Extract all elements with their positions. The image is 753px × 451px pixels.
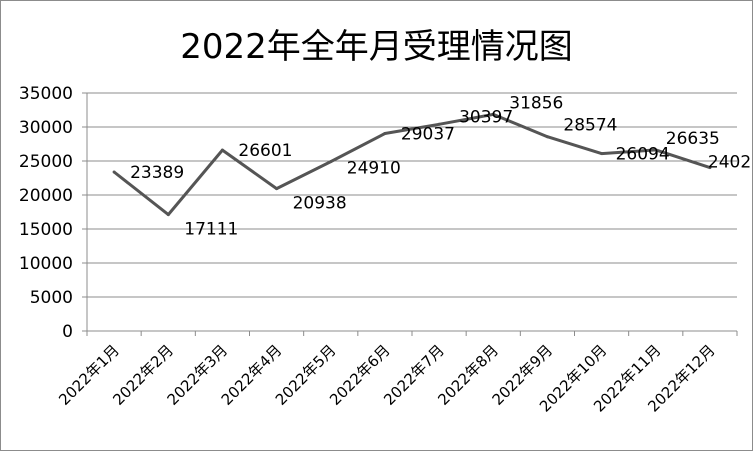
data-label: 23389 (130, 163, 184, 183)
y-tick-label: 20000 (19, 186, 73, 206)
y-tick-label: 25000 (19, 152, 73, 172)
data-point (275, 187, 279, 191)
y-tick-label: 0 (62, 322, 73, 342)
y-tick-label: 10000 (19, 254, 73, 274)
data-label: 26635 (666, 129, 720, 149)
data-label: 31856 (509, 93, 563, 113)
data-label: 28574 (563, 116, 617, 136)
data-point (112, 170, 116, 174)
data-labels: 23389 17111 26601 2093824910290373039731856… (130, 93, 752, 239)
data-point (491, 112, 495, 116)
y-tick-label: 5000 (30, 288, 73, 308)
data-point (437, 122, 441, 126)
data-point (220, 148, 224, 152)
series-line (112, 112, 712, 217)
axes (82, 92, 738, 336)
data-label: 26094 (616, 145, 670, 165)
data-label: 17111 (184, 220, 238, 240)
data-point (166, 213, 170, 217)
data-point (600, 152, 604, 156)
gridlines (87, 92, 737, 298)
data-label: 30397 (459, 107, 513, 127)
y-tick-label: 15000 (19, 220, 73, 240)
chart-title: 2022年全年月受理情况图 (180, 27, 573, 67)
y-tick-labels: 0 5000 10000 15000 20000 25000 30000 35000 (19, 84, 73, 342)
data-label: 24910 (347, 159, 401, 179)
data-point (545, 135, 549, 139)
series-line-path (113, 112, 711, 217)
data-point (329, 160, 333, 164)
y-tick-label: 35000 (19, 84, 73, 104)
data-point (654, 148, 658, 152)
data-label: 26601 (238, 141, 292, 161)
data-label: 24028 (708, 153, 752, 173)
y-tick-label: 30000 (19, 118, 73, 138)
x-tick-labels: 2022年1月2022年2月2022年3月2022年4月2022年5月2022年… (55, 341, 719, 415)
data-point (708, 166, 712, 170)
data-label: 29037 (401, 125, 455, 145)
data-label: 20938 (293, 194, 347, 214)
data-point (383, 132, 387, 136)
